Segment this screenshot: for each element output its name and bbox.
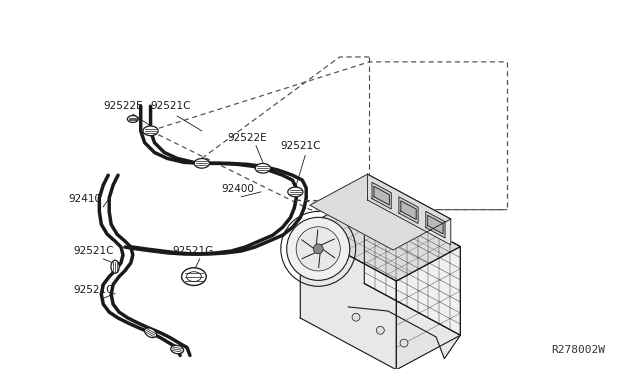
Circle shape [352,313,360,321]
Polygon shape [310,174,451,250]
Ellipse shape [171,345,184,354]
Polygon shape [364,195,460,335]
Circle shape [296,227,340,271]
Ellipse shape [127,116,138,122]
Polygon shape [374,186,389,205]
Polygon shape [348,283,460,359]
Polygon shape [300,195,460,281]
Circle shape [376,326,384,334]
Polygon shape [300,230,396,370]
Ellipse shape [288,187,303,197]
Text: R278002W: R278002W [552,346,605,355]
Text: 92521C: 92521C [74,246,114,256]
Polygon shape [399,197,418,224]
Polygon shape [396,247,460,370]
Ellipse shape [182,268,206,285]
Polygon shape [426,211,445,238]
Text: 92410: 92410 [69,194,102,204]
Text: 92521C: 92521C [150,101,191,111]
Text: 92522E: 92522E [103,101,143,111]
Ellipse shape [143,126,158,136]
Text: 92522E: 92522E [227,133,267,143]
Text: 92521C: 92521C [280,141,321,151]
Text: 92521C: 92521C [74,285,114,295]
Circle shape [287,217,349,280]
Polygon shape [372,182,391,209]
Text: 92400: 92400 [221,184,254,194]
Ellipse shape [111,260,119,273]
Circle shape [400,339,408,347]
Ellipse shape [145,328,157,338]
Polygon shape [428,215,443,234]
Polygon shape [367,174,451,245]
Ellipse shape [255,163,271,173]
Ellipse shape [194,158,209,168]
Text: 92521G: 92521G [172,246,214,256]
Circle shape [314,244,323,254]
Polygon shape [401,201,416,219]
